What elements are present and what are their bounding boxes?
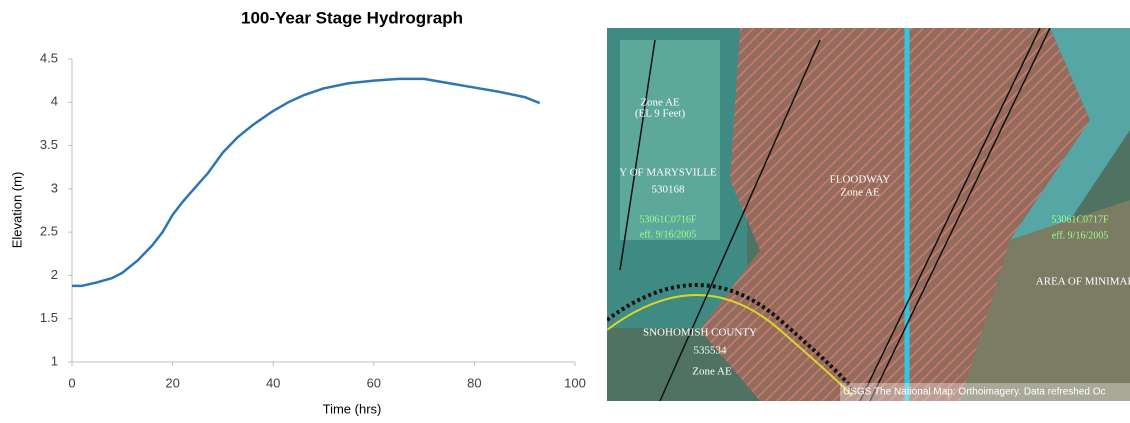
y-tick-label: 3.5 <box>40 137 58 152</box>
x-tick-label: 60 <box>367 375 381 390</box>
page: 100-Year Stage Hydrograph Time (hrs) Ele… <box>0 0 1130 423</box>
attribution: USGS The National Map: Orthoimagery. Dat… <box>843 387 1106 398</box>
y-tick-label: 4 <box>51 94 58 109</box>
map-label: Y OF MARYSVILLE <box>619 167 717 179</box>
screen: 100-Year Stage Hydrograph Time (hrs) Ele… <box>0 0 1130 423</box>
chart-title: 100-Year Stage Hydrograph <box>241 8 463 27</box>
x-axis-label: Time (hrs) <box>323 401 382 416</box>
y-tick-label: 1.5 <box>40 310 58 325</box>
x-tick-label: 100 <box>564 375 586 390</box>
y-tick-label: 1 <box>51 353 58 368</box>
map-label: 53061C0717F <box>1051 214 1109 225</box>
y-tick-label: 4.5 <box>40 50 58 65</box>
map-label: 535534 <box>694 345 728 357</box>
map-label: FLOODWAY <box>830 174 891 186</box>
map-label: (EL 9 Feet) <box>635 108 686 120</box>
map-label: AREA OF MINIMAL <box>1036 276 1130 288</box>
map-label: 530168 <box>652 184 686 196</box>
map-field <box>620 40 720 240</box>
y-axis-label: Elevation (m) <box>9 172 24 249</box>
map: Zone AE (EL 9 Feet) Y OF MARYSVILLE 5301… <box>607 28 1130 401</box>
x-tick-label: 80 <box>467 375 481 390</box>
map-label: 53061C0716F <box>639 214 697 225</box>
map-label: Zone AE <box>840 187 880 199</box>
x-tick-label: 20 <box>165 375 179 390</box>
map-label: eff. 9/16/2005 <box>1052 230 1108 241</box>
y-tick-label: 3 <box>51 180 58 195</box>
x-tick-label: 40 <box>266 375 280 390</box>
map-label: Zone AE <box>692 366 732 378</box>
y-tick-label: 2 <box>51 267 58 282</box>
series-line <box>72 79 540 286</box>
map-label: SNOHOMISH COUNTY <box>643 327 757 339</box>
y-tick-label: 2.5 <box>40 224 58 239</box>
map-label: eff. 9/16/2005 <box>640 229 696 240</box>
x-tick-label: 0 <box>68 375 75 390</box>
